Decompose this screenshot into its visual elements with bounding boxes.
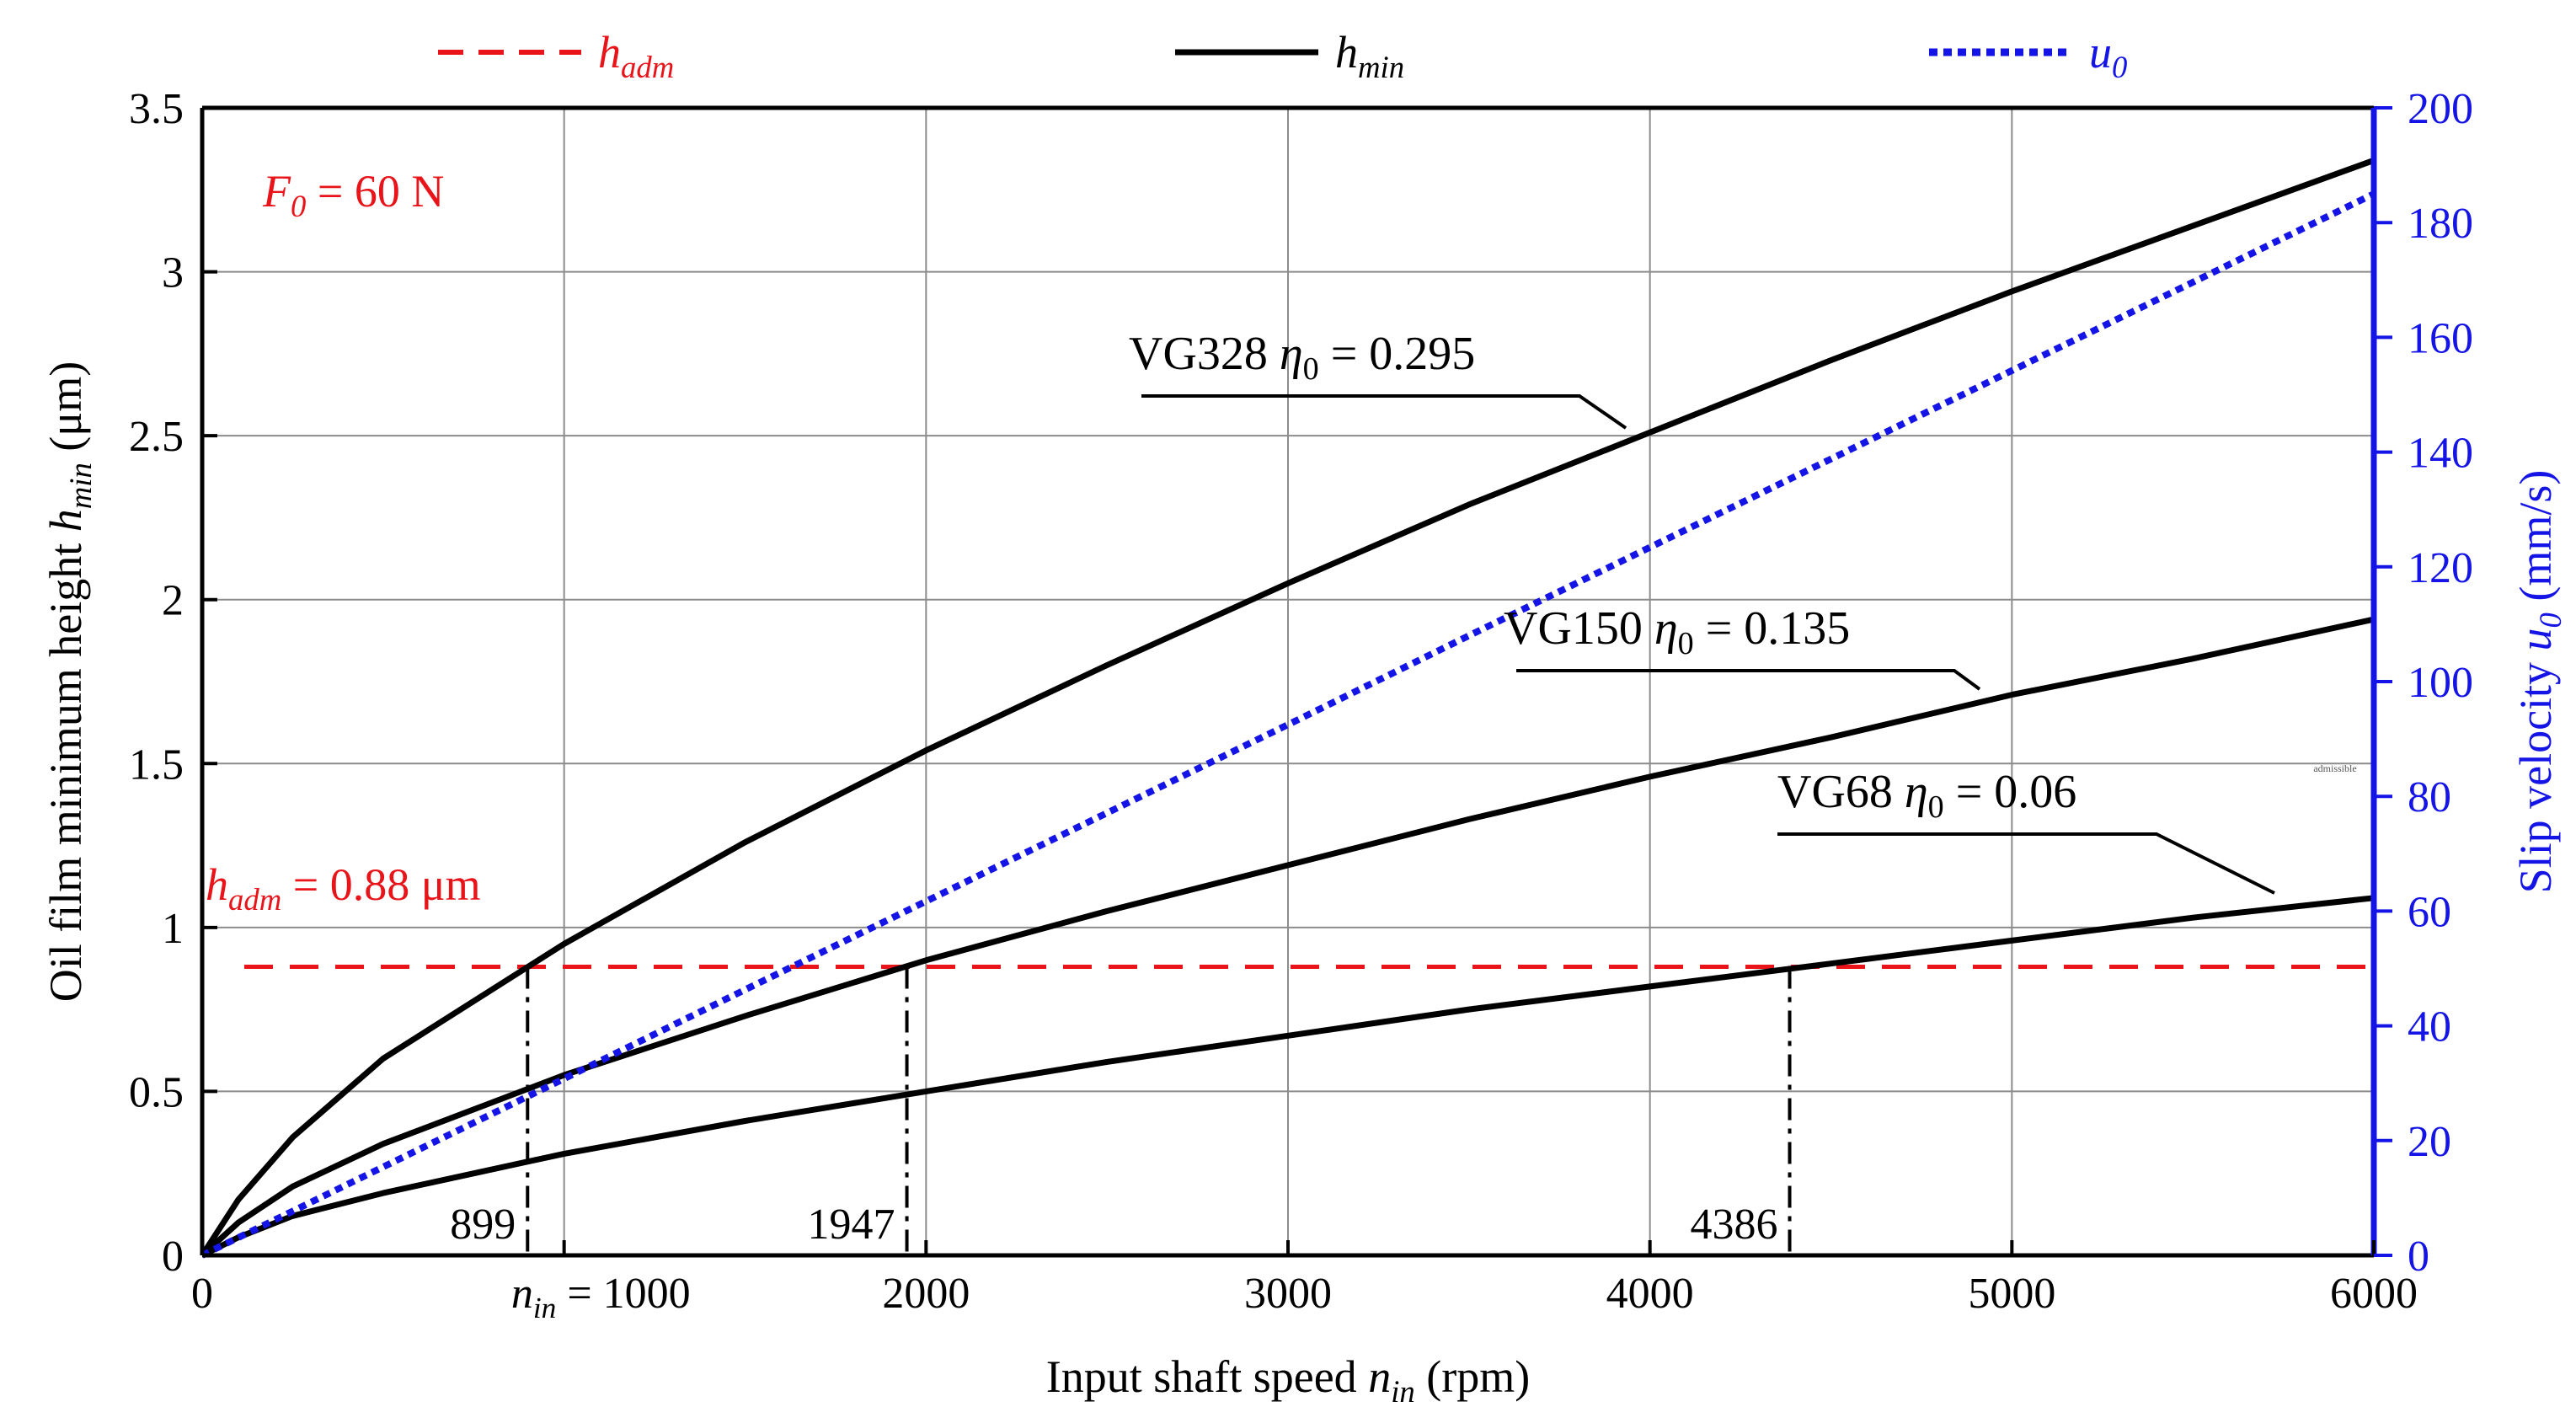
y-right-title-group: Slip velocity u0 (mm/s) <box>2510 470 2568 894</box>
x-tick-label: nin = 1000 <box>511 1270 691 1324</box>
stray-text: admissible <box>2313 762 2356 774</box>
intersection-label: 899 <box>450 1201 516 1249</box>
series-line-u0 <box>200 190 2376 1259</box>
y-right-tick-label: 160 <box>2408 314 2473 362</box>
h-adm-layer <box>244 965 2374 1255</box>
series-line-vg68 <box>200 895 2375 1259</box>
y-right-tick-label: 140 <box>2408 430 2473 478</box>
x-tick-label: 2000 <box>882 1270 970 1318</box>
series-line-vg150 <box>200 616 2375 1258</box>
legend-label-h-adm: hadm <box>598 27 674 84</box>
curve-leader-line <box>1516 669 1981 691</box>
y-left-tick-label: 2.5 <box>129 413 184 461</box>
y-left-tick-label: 1 <box>162 905 184 953</box>
y-left-tick-label: 3.5 <box>129 85 184 133</box>
curve-leader-line <box>1777 832 2275 895</box>
y-left-tick-label: 0 <box>162 1233 184 1281</box>
y-left-title-group: Oil film minimum height hmin (μm) <box>40 361 98 1002</box>
y-right-tick-label: 180 <box>2408 200 2473 248</box>
x-tick-label: 3000 <box>1244 1270 1332 1318</box>
y-right-tick-label: 40 <box>2408 1003 2451 1051</box>
y-left-tick-label: 0.5 <box>129 1068 184 1116</box>
load-annotation: F0 = 60 N <box>262 166 444 223</box>
y-left-tick-label: 3 <box>162 249 184 297</box>
series-line-vg328 <box>200 158 2376 1257</box>
x-tick-label: 0 <box>191 1270 213 1318</box>
y-left-axis-title: Oil film minimum height hmin (μm) <box>40 361 98 1002</box>
h-adm-annotation: hadm = 0.88 μm <box>206 859 481 917</box>
intersection-label: 4386 <box>1691 1201 1778 1249</box>
y-right-tick-label: 60 <box>2408 888 2451 936</box>
y-right-tick-label: 0 <box>2408 1233 2429 1281</box>
x-tick-label: 4000 <box>1606 1270 1694 1318</box>
y-right-tick-label: 100 <box>2408 659 2473 707</box>
x-tick-label: 5000 <box>1968 1270 2055 1318</box>
legend-label-u0: u0 <box>2089 27 2127 84</box>
y-right-tick-label: 20 <box>2408 1118 2451 1166</box>
y-right-tick-label: 120 <box>2408 544 2473 592</box>
grid <box>202 108 2374 1255</box>
y-right-axis-title: Slip velocity u0 (mm/s) <box>2510 470 2568 894</box>
curve-label-vg150: VG150 η0 = 0.135 <box>1504 602 1850 661</box>
axes <box>200 105 2392 1258</box>
curve-label-vg328: VG328 η0 = 0.295 <box>1129 328 1475 387</box>
y-left-tick-label: 2 <box>162 577 184 625</box>
x-axis-title: Input shaft speed nin (rpm) <box>1046 1351 1530 1409</box>
intersection-label: 1947 <box>808 1201 895 1249</box>
y-left-tick-label: 1.5 <box>129 741 184 789</box>
x-tick-label: 6000 <box>2330 1270 2418 1318</box>
series-layer <box>200 158 2376 1259</box>
legend-label-h-min: hmin <box>1335 27 1404 84</box>
curve-label-vg68: VG68 η0 = 0.06 <box>1777 766 2076 825</box>
y-right-tick-label: 200 <box>2408 85 2473 133</box>
y-right-tick-label: 80 <box>2408 773 2451 821</box>
curve-leader-line <box>1141 394 1627 430</box>
